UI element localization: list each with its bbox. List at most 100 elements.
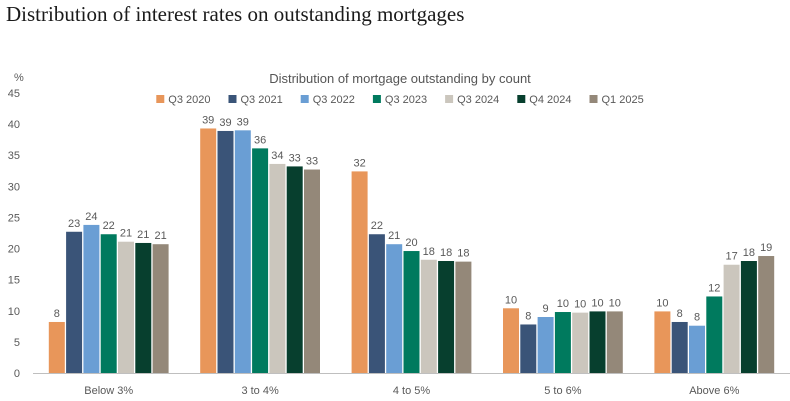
bar-value-label: 18 xyxy=(440,247,452,259)
y-tick-label: 20 xyxy=(8,244,20,256)
bar xyxy=(455,261,472,373)
bar-value-label: 39 xyxy=(219,117,231,129)
bar-value-label: 10 xyxy=(574,299,586,311)
bar-value-label: 8 xyxy=(677,308,683,320)
bar-value-label: 9 xyxy=(543,303,549,315)
bar xyxy=(368,234,385,373)
bars xyxy=(48,128,775,373)
bar-value-label: 21 xyxy=(154,230,166,242)
bar xyxy=(83,224,100,373)
bar xyxy=(286,166,303,373)
legend-label: Q3 2021 xyxy=(240,94,282,106)
bar-value-label: 22 xyxy=(103,220,115,232)
bar-value-label: 10 xyxy=(591,297,603,309)
bar xyxy=(100,234,117,373)
bar-value-label: 10 xyxy=(557,298,569,310)
bar-value-label: 39 xyxy=(237,116,249,128)
bar xyxy=(351,171,368,373)
bar-value-label: 12 xyxy=(708,282,720,294)
legend-swatch xyxy=(156,95,165,103)
bar-value-label: 22 xyxy=(371,220,383,232)
x-axis: Below 3% 3 to 4% 4 to 5% 5 to 6% Above 6% xyxy=(33,373,790,397)
legend-item: Q3 2022 xyxy=(300,94,355,106)
bar-value-label: 21 xyxy=(120,228,132,240)
legend-label: Q4 2024 xyxy=(529,94,571,106)
legend-item: Q4 2024 xyxy=(517,94,572,106)
y-tick-label: 45 xyxy=(8,88,20,100)
y-tick-label: 30 xyxy=(8,181,20,193)
bar xyxy=(554,312,571,373)
bar xyxy=(269,163,286,373)
bar xyxy=(758,256,775,373)
x-tick-label: 4 to 5% xyxy=(393,385,431,397)
bar xyxy=(689,325,705,373)
bar xyxy=(48,321,65,373)
bar-value-label: 18 xyxy=(743,247,755,259)
bar xyxy=(438,261,455,373)
bar xyxy=(572,312,589,373)
bar xyxy=(66,231,83,373)
bar-value-label: 39 xyxy=(202,114,214,126)
bar xyxy=(606,311,623,373)
bar xyxy=(234,130,251,373)
bar xyxy=(589,311,606,373)
y-tick-label: 15 xyxy=(8,275,20,287)
legend: Q3 2020 Q3 2021 Q3 2022 Q3 2023 Q3 2024 Q4 20… xyxy=(156,94,644,106)
legend-label: Q3 2024 xyxy=(457,94,499,106)
y-axis-unit-label: % xyxy=(14,72,24,84)
bar xyxy=(520,324,537,373)
bar xyxy=(420,259,437,373)
bar-value-label: 19 xyxy=(760,242,772,254)
legend-swatch xyxy=(372,95,381,103)
bar xyxy=(403,251,420,373)
bar xyxy=(654,311,671,373)
bar-value-label: 21 xyxy=(388,230,400,242)
bar-value-label: 8 xyxy=(525,310,531,322)
bar-value-label: 18 xyxy=(457,248,469,260)
legend-item: Q3 2021 xyxy=(228,94,283,106)
x-tick-label: 3 to 4% xyxy=(241,385,279,397)
bar xyxy=(200,128,217,373)
y-tick-label: 35 xyxy=(8,150,20,162)
bar-value-label: 36 xyxy=(254,134,266,146)
bar-value-label: 18 xyxy=(423,246,435,258)
bar-value-label: 24 xyxy=(85,211,97,223)
x-tick-label: Below 3% xyxy=(84,385,133,397)
legend-label: Q3 2023 xyxy=(385,94,427,106)
bar-value-label: 33 xyxy=(289,152,301,164)
bar xyxy=(537,317,554,373)
bar xyxy=(252,148,269,373)
bar-value-label: 17 xyxy=(725,251,737,263)
legend-label: Q1 2025 xyxy=(602,94,644,106)
bar-value-label: 34 xyxy=(271,150,283,162)
y-axis: 0 5 10 15 20 25 30 35 40 45 xyxy=(8,88,20,380)
legend-item: Q3 2024 xyxy=(445,94,499,106)
chart-title: Distribution of mortgage outstanding by … xyxy=(269,71,531,86)
bar-value-label: 33 xyxy=(306,156,318,168)
x-tick-label: Above 6% xyxy=(689,385,739,397)
bar xyxy=(386,244,403,373)
y-tick-label: 0 xyxy=(14,368,20,380)
bar xyxy=(152,244,169,373)
bar-value-label: 23 xyxy=(68,218,80,230)
legend-swatch xyxy=(445,95,454,103)
bar-value-label: 32 xyxy=(353,157,365,169)
bar xyxy=(304,169,320,373)
legend-label: Q3 2022 xyxy=(313,94,355,106)
y-tick-label: 25 xyxy=(8,212,20,224)
legend-label: Q3 2020 xyxy=(168,94,210,106)
bar-value-label: 10 xyxy=(656,297,668,309)
bar-value-label: 10 xyxy=(505,294,517,306)
bar xyxy=(217,130,234,373)
legend-swatch xyxy=(228,95,237,103)
bar-value-label: 20 xyxy=(405,237,417,249)
page-title: Distribution of interest rates on outsta… xyxy=(6,2,465,26)
bar-value-label: 8 xyxy=(694,312,700,324)
legend-item: Q1 2025 xyxy=(589,94,644,106)
legend-swatch xyxy=(300,95,309,103)
legend-item: Q3 2023 xyxy=(372,94,427,106)
legend-swatch xyxy=(589,95,598,103)
bar-value-label: 10 xyxy=(609,297,621,309)
